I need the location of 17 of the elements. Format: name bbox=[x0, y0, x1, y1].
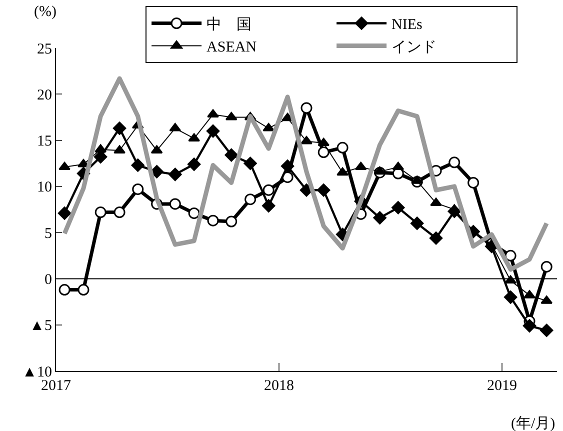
x-tick-label: 2017 bbox=[41, 378, 72, 394]
y-tick-label: 5 bbox=[44, 226, 52, 242]
y-tick-label: ▲5 bbox=[30, 318, 52, 334]
legend-label: インド bbox=[392, 40, 437, 56]
y-axis-title: (%) bbox=[34, 4, 56, 20]
legend-label: NIEs bbox=[392, 17, 423, 34]
legend-label: 中 国 bbox=[206, 16, 252, 34]
y-tick-label: ▲10 bbox=[22, 364, 52, 380]
y-tick-label: 10 bbox=[37, 180, 52, 196]
x-tick-label: 2018 bbox=[264, 378, 294, 394]
y-tick-label: 0 bbox=[44, 272, 52, 288]
x-axis-title: (年/月) bbox=[511, 415, 556, 431]
x-tick-label: 2019 bbox=[487, 378, 518, 394]
y-tick-label: 25 bbox=[37, 41, 52, 58]
y-tick-label: 15 bbox=[37, 134, 52, 150]
legend-label: ASEAN bbox=[206, 40, 257, 56]
y-tick-label: 20 bbox=[37, 87, 52, 104]
